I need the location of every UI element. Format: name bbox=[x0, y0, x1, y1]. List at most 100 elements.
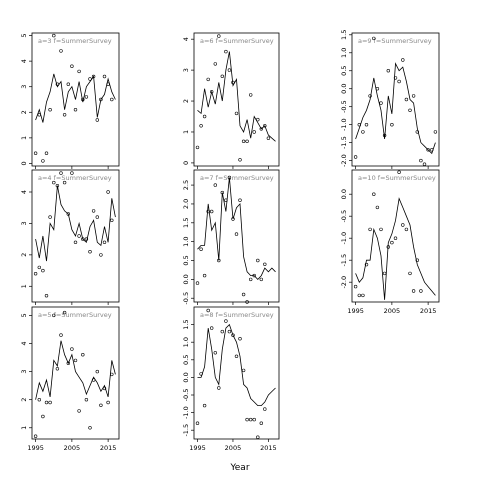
data-point bbox=[110, 97, 114, 102]
y-tick-label: -0.5 bbox=[182, 292, 190, 305]
y-tick-label: -1.5 bbox=[182, 424, 190, 437]
data-point bbox=[238, 158, 242, 162]
y-tick-label: 5 bbox=[20, 33, 28, 37]
y-tick-label: 0.0 bbox=[182, 372, 190, 382]
data-point bbox=[379, 227, 383, 232]
data-point bbox=[382, 271, 387, 276]
data-point bbox=[73, 107, 78, 112]
data-point bbox=[52, 180, 56, 185]
data-point bbox=[259, 277, 263, 282]
data-point bbox=[99, 403, 103, 407]
y-tick-label: 0.5 bbox=[182, 255, 190, 265]
y-tick-label: -2.0 bbox=[340, 276, 348, 289]
data-point bbox=[372, 192, 376, 196]
data-point bbox=[84, 95, 89, 99]
data-point bbox=[390, 240, 394, 245]
data-point bbox=[234, 111, 239, 116]
data-point bbox=[364, 262, 369, 267]
data-point bbox=[224, 198, 228, 202]
data-point bbox=[66, 82, 71, 86]
data-point bbox=[252, 417, 256, 422]
y-tick-label: 3 bbox=[182, 68, 190, 72]
x-tick-label: 2005 bbox=[384, 307, 401, 315]
y-tick-label: 4 bbox=[182, 37, 190, 41]
data-point bbox=[99, 253, 103, 257]
panel-frame bbox=[351, 169, 440, 303]
data-point bbox=[206, 308, 210, 313]
data-point bbox=[390, 122, 394, 127]
y-tick-label: -1.0 bbox=[182, 406, 190, 419]
data-point bbox=[70, 64, 74, 68]
data-point bbox=[238, 337, 242, 341]
data-point bbox=[66, 212, 71, 216]
data-point bbox=[199, 372, 203, 376]
y-tick-label: -1.5 bbox=[340, 254, 348, 267]
data-point bbox=[202, 403, 207, 408]
data-point bbox=[70, 171, 74, 175]
x-tick-label: 1995 bbox=[189, 444, 206, 452]
y-tick-label: 4 bbox=[20, 341, 28, 345]
data-point bbox=[368, 227, 372, 232]
data-point bbox=[91, 209, 96, 213]
y-tick-label: 1.5 bbox=[182, 319, 190, 329]
y-tick-label: 3 bbox=[20, 370, 28, 374]
data-point bbox=[77, 234, 81, 238]
data-point bbox=[238, 198, 242, 202]
data-point bbox=[245, 417, 249, 422]
data-point bbox=[397, 170, 401, 174]
data-point bbox=[88, 426, 92, 430]
data-point bbox=[52, 313, 56, 318]
y-tick-label: -1.5 bbox=[340, 136, 348, 149]
panel-frame bbox=[351, 32, 440, 167]
y-tick-label: 0 bbox=[182, 161, 190, 165]
data-point bbox=[404, 97, 409, 102]
panel-a-10: a=10 f=SummerSurvey -2.0 -1.5 -1.0 -0.5 0.0 19… bbox=[340, 169, 440, 315]
data-point bbox=[37, 265, 41, 270]
data-point bbox=[256, 258, 260, 263]
y-tick-label: 1.0 bbox=[340, 48, 348, 58]
x-tick-label: 2015 bbox=[260, 444, 277, 452]
data-point bbox=[95, 215, 100, 219]
data-point bbox=[408, 108, 412, 113]
data-point bbox=[217, 258, 221, 263]
data-point bbox=[401, 223, 405, 227]
panel-a-9: a=9 f=SummerSurvey -2.0 -1.5 -1.0 -0.5 0.0 0.5… bbox=[340, 30, 440, 169]
data-point bbox=[195, 281, 200, 285]
y-tick-label: 1 bbox=[20, 284, 28, 288]
data-point bbox=[386, 68, 390, 73]
y-tick-label: 1 bbox=[182, 130, 190, 134]
y-tick-label: 3 bbox=[20, 221, 28, 225]
data-point bbox=[241, 139, 246, 144]
panels-group: a=3 f=SummerSurvey 0 1 2 3 4 5 a=4 f=SummerSurv… bbox=[20, 30, 440, 452]
data-point bbox=[408, 271, 412, 276]
data-point bbox=[231, 80, 235, 85]
panel-title: a=6 f=SummerSurvey bbox=[200, 37, 274, 45]
data-point bbox=[199, 124, 203, 128]
y-tick-label: -1.0 bbox=[340, 118, 348, 131]
data-point bbox=[199, 247, 203, 251]
data-point bbox=[357, 122, 361, 127]
data-point bbox=[99, 97, 103, 102]
data-point bbox=[213, 351, 218, 355]
data-point bbox=[88, 77, 92, 81]
data-point bbox=[382, 133, 387, 138]
data-point bbox=[361, 293, 365, 298]
data-point bbox=[411, 94, 416, 98]
data-point bbox=[195, 145, 200, 150]
data-point bbox=[415, 258, 419, 262]
data-point bbox=[59, 333, 63, 337]
panel-a-3: a=3 f=SummerSurvey 0 1 2 3 4 5 bbox=[20, 32, 120, 169]
data-point bbox=[106, 400, 110, 405]
data-point bbox=[48, 107, 52, 112]
data-point bbox=[213, 62, 218, 66]
data-point bbox=[77, 69, 81, 74]
y-tick-label: 2 bbox=[182, 99, 190, 103]
data-point bbox=[259, 421, 263, 425]
panel-a-6: a=6 f=SummerSurvey 0 1 2 3 4 bbox=[182, 32, 280, 169]
y-tick-label: 1.0 bbox=[182, 337, 190, 347]
data-point bbox=[353, 155, 358, 159]
data-point bbox=[66, 361, 71, 365]
series-line bbox=[355, 62, 436, 155]
data-point bbox=[364, 122, 369, 127]
data-point bbox=[102, 386, 107, 391]
